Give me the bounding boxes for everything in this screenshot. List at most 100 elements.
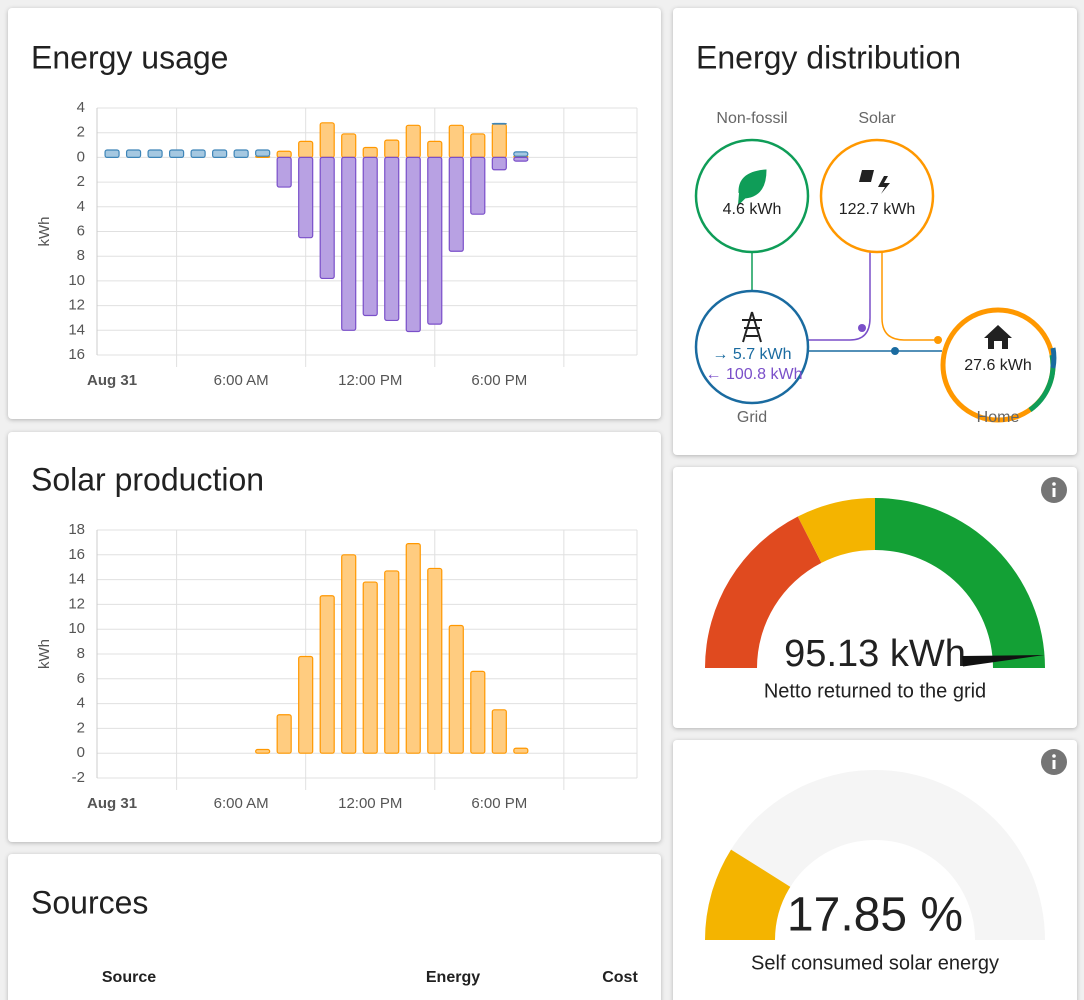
bar xyxy=(470,670,486,754)
card-title: Energy usage xyxy=(31,39,228,75)
bar xyxy=(384,570,400,754)
bar xyxy=(362,581,378,754)
leaf-icon xyxy=(737,169,767,206)
bar xyxy=(405,543,421,754)
y-tick-label: 2 xyxy=(77,124,85,141)
y-tick-label: 16 xyxy=(68,546,85,563)
x-tick-label: Aug 31 xyxy=(87,372,137,389)
bar xyxy=(341,554,357,754)
bar xyxy=(298,655,314,754)
bar xyxy=(298,140,314,159)
gauge-fill xyxy=(705,849,791,940)
info-icon[interactable] xyxy=(1041,749,1067,775)
y-axis-label: kWh xyxy=(36,217,53,247)
sources-card xyxy=(8,854,661,1000)
bar xyxy=(491,709,507,754)
card-title: Sources xyxy=(31,884,148,920)
y-tick-label: 6 xyxy=(77,222,85,239)
bar xyxy=(405,124,421,159)
y-tick-label: 4 xyxy=(77,695,85,712)
x-tick-label: 12:00 PM xyxy=(338,795,402,812)
y-tick-label: 16 xyxy=(68,346,85,363)
flow-dot xyxy=(891,347,899,355)
flow-line xyxy=(808,252,871,341)
x-tick-label: 6:00 PM xyxy=(471,795,527,812)
node-value: 122.7 kWh xyxy=(839,201,915,218)
bar xyxy=(405,156,421,333)
bar xyxy=(190,149,206,159)
flow-dot xyxy=(934,336,942,344)
bar xyxy=(276,714,292,754)
y-tick-label: 10 xyxy=(68,272,85,289)
node-value: 4.6 kWh xyxy=(723,201,782,218)
node-label: Solar xyxy=(858,110,896,127)
solar-icon xyxy=(859,170,890,194)
y-tick-label: 8 xyxy=(77,645,85,662)
y-tick-label: 12 xyxy=(68,297,85,314)
bar xyxy=(255,149,271,157)
bar xyxy=(384,156,400,322)
sources-header: Source Energy Cost xyxy=(102,969,639,986)
bar xyxy=(319,156,335,280)
bar xyxy=(470,133,486,158)
column-header: Energy xyxy=(426,969,480,986)
bar xyxy=(319,122,335,158)
bar xyxy=(104,149,120,159)
bar xyxy=(276,150,292,159)
y-tick-label: 4 xyxy=(77,99,85,116)
info-icon[interactable] xyxy=(1041,477,1067,503)
column-header: Cost xyxy=(602,969,638,986)
bar xyxy=(470,156,486,215)
y-tick-label: 0 xyxy=(77,744,85,761)
node-circle xyxy=(694,289,810,405)
bar xyxy=(384,139,400,158)
distribution xyxy=(694,138,1057,423)
y-tick-label: 18 xyxy=(68,521,85,538)
node-label: Grid xyxy=(737,409,767,426)
card-title: Energy distribution xyxy=(696,39,961,75)
node-label: Non-fossil xyxy=(716,110,787,127)
x-tick-label: 6:00 PM xyxy=(471,372,527,389)
node-value: ← 100.8 kWh xyxy=(706,366,803,383)
bar xyxy=(341,133,357,158)
node-value: 27.6 kWh xyxy=(964,357,1032,374)
home-ring xyxy=(1050,347,1057,369)
home-icon xyxy=(984,325,1012,349)
bar xyxy=(427,140,443,159)
node-label: Home xyxy=(977,409,1020,426)
bar xyxy=(362,146,378,159)
bar xyxy=(513,747,529,754)
gauge-track xyxy=(705,769,1045,940)
bar xyxy=(125,149,142,159)
tower-icon xyxy=(742,311,762,343)
flow-line xyxy=(881,252,942,341)
bar xyxy=(448,156,464,252)
bar xyxy=(491,122,507,125)
y-tick-label: 2 xyxy=(77,173,85,190)
gauge-label: Netto returned to the grid xyxy=(764,680,986,702)
gauge-value: 17.85 % xyxy=(787,889,963,942)
bar xyxy=(298,156,314,239)
info-glyph xyxy=(1052,760,1056,769)
node-circle xyxy=(819,138,935,254)
flow-dot xyxy=(858,324,866,332)
y-tick-label: 10 xyxy=(68,620,85,637)
info-glyph xyxy=(1052,482,1056,486)
y-tick-label: -2 xyxy=(72,769,85,786)
gauge-segment xyxy=(875,498,1045,668)
bar xyxy=(427,156,443,325)
x-tick-label: 12:00 PM xyxy=(338,372,402,389)
y-tick-label: 8 xyxy=(77,247,85,264)
info-glyph xyxy=(1052,754,1056,758)
gauge-label: Self consumed solar energy xyxy=(751,952,999,974)
gauge-segment xyxy=(797,498,875,563)
y-tick-label: 6 xyxy=(77,670,85,687)
gauge-needle xyxy=(962,655,1045,667)
bar xyxy=(448,624,464,754)
x-tick-label: 6:00 AM xyxy=(214,795,269,812)
gauge-value: 95.13 kWh xyxy=(784,633,966,675)
y-axis-label: kWh xyxy=(36,639,53,669)
bar xyxy=(212,149,228,159)
